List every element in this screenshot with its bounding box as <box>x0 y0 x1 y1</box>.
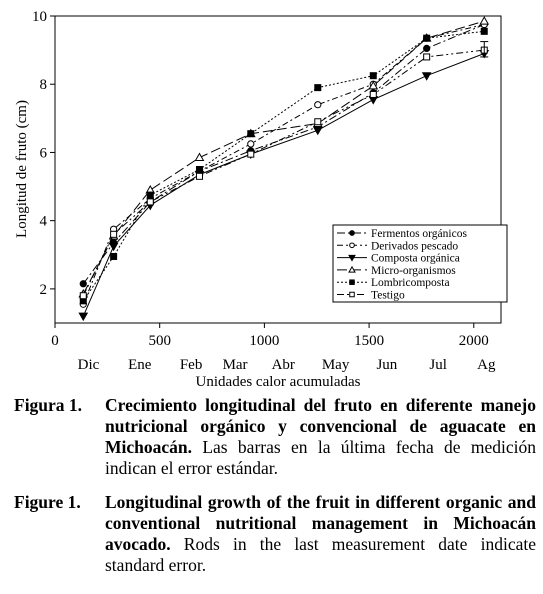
series-line <box>82 49 485 296</box>
data-point <box>349 291 355 298</box>
data-point <box>79 292 87 300</box>
caption-english-bold: Longitudinal growth of the fruit in diff… <box>105 492 536 554</box>
data-point <box>247 150 255 158</box>
y-axis-label: Longitud de fruto (cm) <box>14 100 30 238</box>
legend-entry: Derivados pescado <box>337 240 458 252</box>
legend-box <box>332 224 508 303</box>
data-point <box>195 172 203 180</box>
month-label: Jul <box>429 357 447 373</box>
data-point <box>110 252 118 260</box>
data-point <box>423 34 431 42</box>
y-tick-label: 10 <box>32 9 47 25</box>
legend-entry: Lombricomposta <box>337 277 450 289</box>
data-point <box>421 72 432 81</box>
data-point <box>348 265 356 273</box>
caption-spanish-label: Figura 1. <box>14 395 83 415</box>
caption-spanish-rest: Las barras en la última fecha de medició… <box>105 437 536 478</box>
month-label: Ag <box>477 357 496 373</box>
data-point <box>247 130 255 138</box>
caption-english-rest: Rods in the last measurement date indica… <box>105 534 536 575</box>
month-label: Mar <box>223 357 248 373</box>
legend-entry: Testigo <box>337 290 405 302</box>
data-point <box>79 280 87 288</box>
data-point <box>146 198 154 206</box>
legend-label: Testigo <box>371 290 405 302</box>
data-point <box>423 44 431 53</box>
data-point <box>368 80 379 90</box>
data-point <box>349 242 355 249</box>
caption-spanish: Figura 1. Crecimiento longitudinal del f… <box>14 395 536 479</box>
y-tick-label: 6 <box>40 145 48 161</box>
data-point <box>349 230 355 236</box>
month-label: May <box>322 357 350 373</box>
data-point <box>78 312 89 322</box>
month-label: Dic <box>78 357 100 373</box>
data-point <box>314 84 322 92</box>
data-point <box>479 16 490 25</box>
month-label: Abr <box>272 357 295 373</box>
y-tick-label: 8 <box>40 77 48 93</box>
x-tick-label: 1500 <box>354 333 384 349</box>
legend-entry: Composta orgánica <box>337 253 460 265</box>
legend-entry: Micro-organismos <box>337 265 456 277</box>
data-point <box>146 191 154 199</box>
series-line <box>82 30 485 302</box>
axes: 0 500 1000 1500 2000 2 4 6 8 10 Dic Ene Feb Mar Abr May… <box>32 9 496 373</box>
legend-entry: Fermentos orgánicos <box>337 228 467 240</box>
data-point <box>314 118 322 126</box>
series-layer <box>78 16 490 322</box>
caption-spanish-bold: Crecimiento longitudinal del fruto en di… <box>105 395 536 457</box>
x-tick-label: 2000 <box>459 333 489 349</box>
data-point <box>314 101 322 109</box>
x-tick-label: 0 <box>51 333 59 349</box>
data-point <box>480 27 488 35</box>
data-point <box>108 242 119 252</box>
legend-label: Composta orgánica <box>371 253 460 265</box>
caption-english-label: Figure 1. <box>14 492 81 512</box>
month-label: Feb <box>180 357 203 373</box>
error-bar <box>480 41 489 58</box>
data-point <box>423 53 431 61</box>
y-tick-label: 2 <box>40 282 48 298</box>
month-label: Jun <box>376 357 397 373</box>
caption-english-text: Longitudinal growth of the fruit in diff… <box>100 492 536 576</box>
x-tick-label: 1000 <box>249 333 279 349</box>
plot-frame <box>54 15 502 324</box>
legend-label: Lombricomposta <box>371 277 450 289</box>
data-point <box>195 166 203 173</box>
x-axis-label: Unidades calor acumuladas <box>196 374 361 390</box>
legend-label: Derivados pescado <box>371 240 458 252</box>
series <box>79 46 488 300</box>
month-label: Ene <box>128 357 152 373</box>
data-point <box>110 230 118 238</box>
x-tick-label: 500 <box>148 333 171 349</box>
growth-chart: 0 500 1000 1500 2000 2 4 6 8 10 Dic Ene Feb Mar Abr May… <box>14 9 508 390</box>
caption-english: Figure 1. Longitudinal growth of the fru… <box>14 492 536 576</box>
data-point <box>348 254 356 262</box>
data-point <box>247 140 255 148</box>
data-point <box>194 152 205 162</box>
caption-spanish-text: Crecimiento longitudinal del fruto en di… <box>100 395 536 479</box>
series <box>79 27 488 305</box>
data-point <box>349 279 355 285</box>
data-point <box>312 126 323 136</box>
data-point <box>369 90 377 98</box>
legend-label: Fermentos orgánicos <box>371 228 467 240</box>
legend-label: Micro-organismos <box>371 265 456 277</box>
data-point <box>369 72 377 80</box>
y-tick-label: 4 <box>40 214 48 230</box>
